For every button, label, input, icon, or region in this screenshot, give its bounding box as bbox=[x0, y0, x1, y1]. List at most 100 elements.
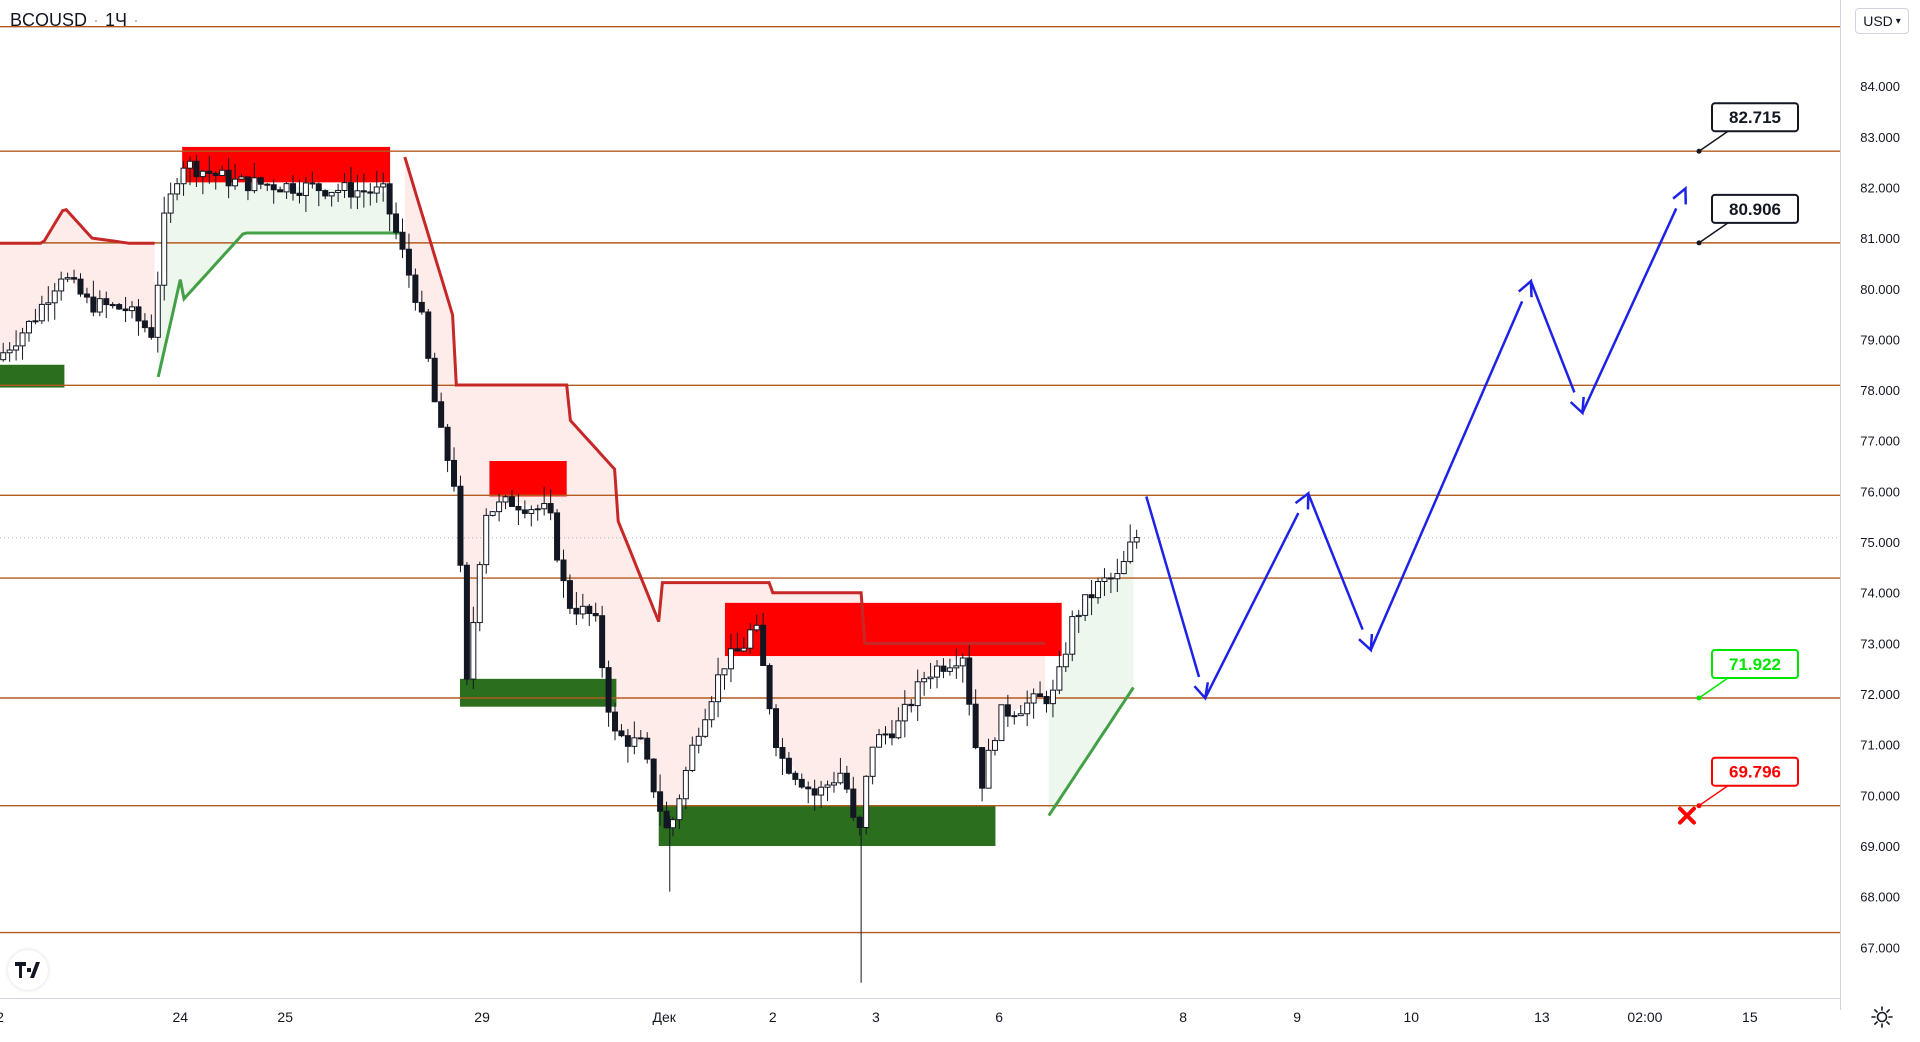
candle-body bbox=[13, 345, 20, 351]
candle-body bbox=[412, 274, 419, 303]
currency-label: USD bbox=[1863, 13, 1893, 29]
candle-body bbox=[888, 733, 895, 739]
candle-body bbox=[773, 708, 780, 748]
candle-body bbox=[708, 701, 715, 721]
candle-body bbox=[399, 231, 406, 250]
candle-body bbox=[431, 357, 438, 403]
support-zone bbox=[0, 364, 65, 388]
uptrend-fill bbox=[158, 162, 402, 377]
candle-body bbox=[1030, 693, 1037, 704]
candle-body bbox=[856, 816, 863, 829]
callout-pointer bbox=[1698, 222, 1729, 244]
symbol-header[interactable]: BCOUSD · 1Ч · bbox=[10, 10, 140, 30]
x-tick-label: Дек bbox=[653, 1009, 677, 1025]
candle-body bbox=[167, 193, 174, 214]
trailing-stop-green bbox=[1047, 686, 1135, 817]
candle-body bbox=[1062, 653, 1069, 668]
stop-loss-x-icon bbox=[1678, 806, 1696, 825]
candle-body bbox=[592, 612, 599, 617]
candle-body bbox=[425, 311, 432, 359]
candle-body bbox=[830, 782, 837, 786]
y-tick-label: 68.000 bbox=[1860, 890, 1900, 905]
y-tick-label: 83.000 bbox=[1860, 130, 1900, 145]
candle-body bbox=[322, 190, 329, 197]
candle-body bbox=[438, 401, 445, 428]
y-tick-label: 84.000 bbox=[1860, 79, 1900, 94]
candle-body bbox=[560, 559, 567, 582]
candle-body bbox=[927, 676, 934, 680]
interval-label[interactable]: 1Ч bbox=[105, 10, 128, 30]
candle-body bbox=[586, 605, 593, 614]
candle-body bbox=[695, 735, 702, 746]
candle-body bbox=[277, 189, 284, 193]
candle-body bbox=[148, 327, 155, 338]
support-zone bbox=[460, 678, 617, 707]
candle-body bbox=[251, 177, 258, 192]
price-callout-box bbox=[1711, 193, 1799, 224]
candle-body bbox=[373, 186, 380, 194]
candle-body bbox=[64, 277, 71, 280]
candle-body bbox=[457, 485, 464, 566]
candle-body bbox=[232, 178, 239, 187]
candle-body bbox=[1043, 696, 1050, 705]
candle-body bbox=[77, 278, 84, 295]
candle-body bbox=[238, 176, 245, 180]
candle-body bbox=[663, 810, 670, 829]
candle-body bbox=[702, 719, 709, 737]
candle-body bbox=[463, 564, 470, 680]
candle-body bbox=[618, 730, 625, 737]
callout-pointer bbox=[1698, 130, 1729, 152]
candle-body bbox=[380, 183, 387, 188]
candle-body bbox=[206, 170, 213, 174]
candle-body bbox=[740, 647, 747, 652]
y-tick-label: 76.000 bbox=[1860, 484, 1900, 499]
projection-arrowhead bbox=[1569, 396, 1585, 416]
candle-body bbox=[360, 190, 367, 193]
candle-body bbox=[1075, 614, 1082, 618]
gear-icon[interactable] bbox=[1870, 1005, 1894, 1029]
candle-body bbox=[174, 183, 181, 195]
uptrend-fill bbox=[1048, 547, 1134, 816]
tradingview-logo-icon[interactable] bbox=[8, 950, 48, 990]
x-tick-label: 2 bbox=[0, 1009, 4, 1025]
candle-body bbox=[637, 737, 644, 740]
candle-body bbox=[541, 503, 548, 510]
candle-body bbox=[489, 511, 496, 516]
projection-arrowhead bbox=[1294, 490, 1310, 510]
candle-body bbox=[727, 648, 734, 670]
resistance-zone bbox=[182, 146, 391, 183]
candle-body bbox=[386, 183, 393, 215]
candle-body bbox=[837, 772, 844, 784]
candle-body bbox=[96, 298, 103, 313]
candle-body bbox=[534, 508, 541, 511]
candle-body bbox=[805, 786, 812, 790]
projection-segment bbox=[1307, 492, 1364, 631]
candle-body bbox=[843, 772, 850, 790]
downtrend-fill bbox=[404, 157, 1046, 846]
projection-arrowhead bbox=[1517, 278, 1533, 298]
candle-body bbox=[129, 306, 136, 312]
candle-body bbox=[6, 349, 13, 354]
x-tick-label: 25 bbox=[277, 1009, 293, 1025]
candle-body bbox=[669, 819, 676, 829]
candle-body bbox=[347, 182, 354, 198]
y-tick-label: 72.000 bbox=[1860, 687, 1900, 702]
candle-body bbox=[1088, 594, 1095, 599]
candle-body bbox=[219, 169, 226, 176]
candle-body bbox=[715, 674, 722, 703]
candle-body bbox=[193, 160, 200, 178]
price-callout-box bbox=[1711, 648, 1799, 679]
y-tick-label: 78.000 bbox=[1860, 383, 1900, 398]
y-tick-label: 73.000 bbox=[1860, 636, 1900, 651]
currency-dropdown[interactable]: USD ▾ bbox=[1855, 8, 1909, 34]
chevron-down-icon: ▾ bbox=[1895, 15, 1901, 27]
y-tick-label: 81.000 bbox=[1860, 231, 1900, 246]
symbol-name[interactable]: BCOUSD bbox=[10, 10, 88, 30]
candle-body bbox=[824, 784, 831, 788]
candle-body bbox=[554, 512, 561, 561]
candle-body bbox=[186, 160, 193, 169]
candle-body bbox=[528, 509, 535, 514]
candle-body bbox=[991, 740, 998, 751]
candle-body bbox=[1107, 577, 1114, 580]
